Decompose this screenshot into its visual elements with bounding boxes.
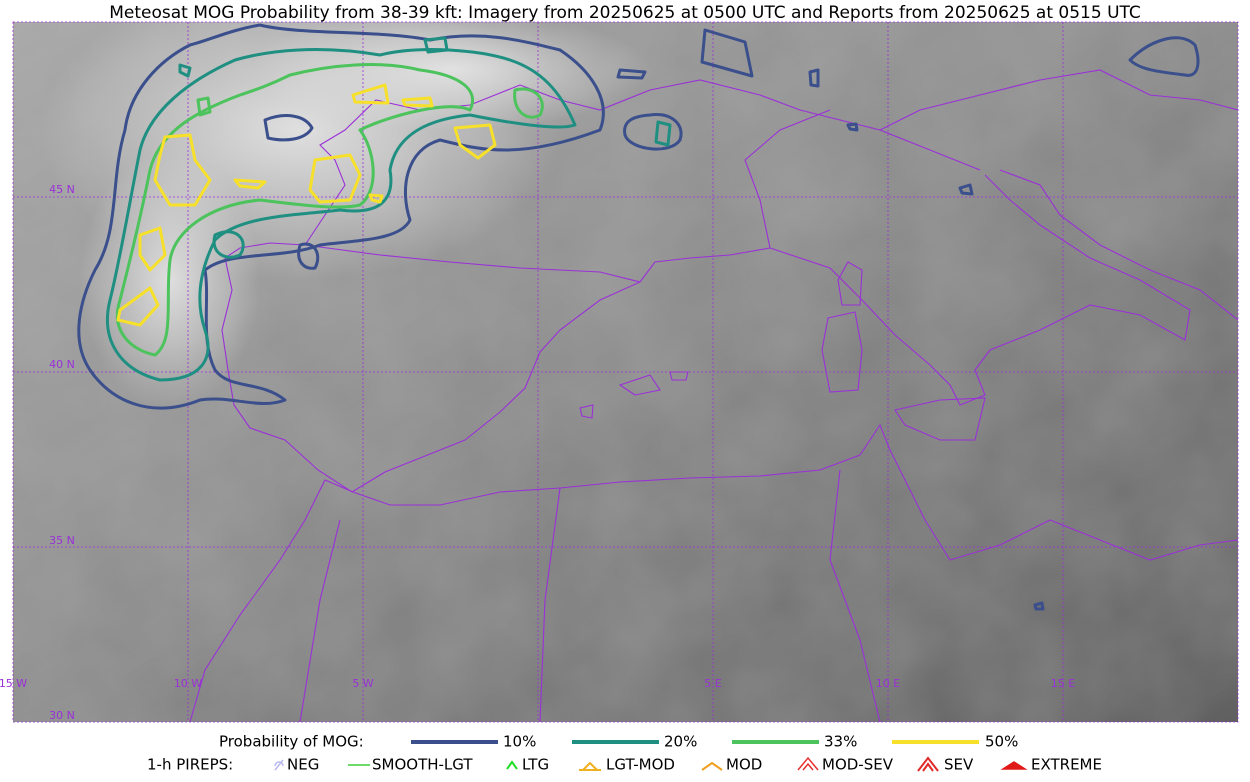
lon-label: 15 W <box>0 677 27 690</box>
probability-contours <box>77 23 1200 611</box>
lon-label: 5 W <box>352 677 373 690</box>
contour <box>196 96 212 117</box>
legend-title: Probability of MOG: <box>219 733 364 751</box>
contour <box>77 23 605 410</box>
pirep-symbol <box>579 761 601 771</box>
contour <box>401 96 434 108</box>
contour <box>178 63 192 78</box>
lat-label: 30 N <box>49 709 75 722</box>
legend-label: 33% <box>824 733 857 751</box>
contour <box>153 133 212 207</box>
contour <box>1033 601 1045 611</box>
contour <box>105 48 577 382</box>
pirep-symbol <box>1000 761 1028 770</box>
lon-label: 15 E <box>1051 677 1075 690</box>
contour <box>297 242 320 270</box>
map-frame <box>12 21 1239 723</box>
france-coast <box>304 84 771 283</box>
borders <box>304 69 1238 283</box>
lat-label: 40 N <box>49 358 75 371</box>
pirep-symbol <box>274 759 284 771</box>
lat-label: 35 N <box>49 534 75 547</box>
contour <box>423 36 449 54</box>
map <box>13 22 1238 722</box>
title: Meteosat MOG Probability from 38-39 kft:… <box>109 3 1141 23</box>
legend-label: SMOOTH-LGT <box>372 756 473 774</box>
contour <box>212 230 245 259</box>
contour <box>846 122 859 132</box>
legend-title: 1-h PIREPS: <box>147 756 233 774</box>
africa-coast <box>189 423 1238 722</box>
legend-label: MOD-SEV <box>822 756 894 774</box>
italy-coast <box>769 174 1191 406</box>
contour <box>453 123 497 160</box>
legend-label: EXTREME <box>1031 756 1102 774</box>
pirep-symbol <box>917 756 939 772</box>
legend-label: LTG <box>522 756 549 774</box>
legend-label: NEG <box>287 756 319 774</box>
balkans-coast <box>999 169 1238 321</box>
contour <box>700 28 754 78</box>
contour <box>616 68 647 80</box>
sardinia <box>821 311 863 393</box>
legend-label: 50% <box>985 733 1018 751</box>
legend: Probability of MOG: 1-h PIREPS: 10% 20% 33… <box>147 733 1102 774</box>
contour <box>116 286 160 327</box>
iberia-coast <box>221 242 641 493</box>
contour <box>368 193 384 204</box>
legend-label: 10% <box>503 733 536 751</box>
contour <box>308 153 362 204</box>
lon-label: 10 E <box>876 677 900 690</box>
lon-label: 10 W <box>174 677 202 690</box>
contour <box>351 83 390 105</box>
contour <box>1128 36 1200 77</box>
corsica <box>837 261 863 306</box>
contour <box>808 68 820 88</box>
pirep-symbol <box>797 756 819 771</box>
contour <box>654 120 672 147</box>
legend-label: SEV <box>944 756 974 774</box>
sicily <box>894 397 986 441</box>
contour <box>623 113 683 151</box>
contour <box>115 63 474 357</box>
contour <box>233 178 267 190</box>
contour <box>138 226 167 272</box>
pirep-symbol <box>701 761 723 771</box>
graticule-labels: 45 N 40 N 35 N 30 N 15 W 10 W 5 W 5 E 10 E 15 E <box>0 183 1075 722</box>
contour <box>958 183 974 196</box>
lat-label: 45 N <box>49 183 75 196</box>
legend-label: MOD <box>726 756 762 774</box>
contour <box>513 87 544 119</box>
legend-label: LGT-MOD <box>606 756 675 774</box>
legend-label: 20% <box>664 733 697 751</box>
pirep-symbol <box>506 760 518 770</box>
contour <box>263 114 314 142</box>
lon-label: 5 E <box>704 677 721 690</box>
